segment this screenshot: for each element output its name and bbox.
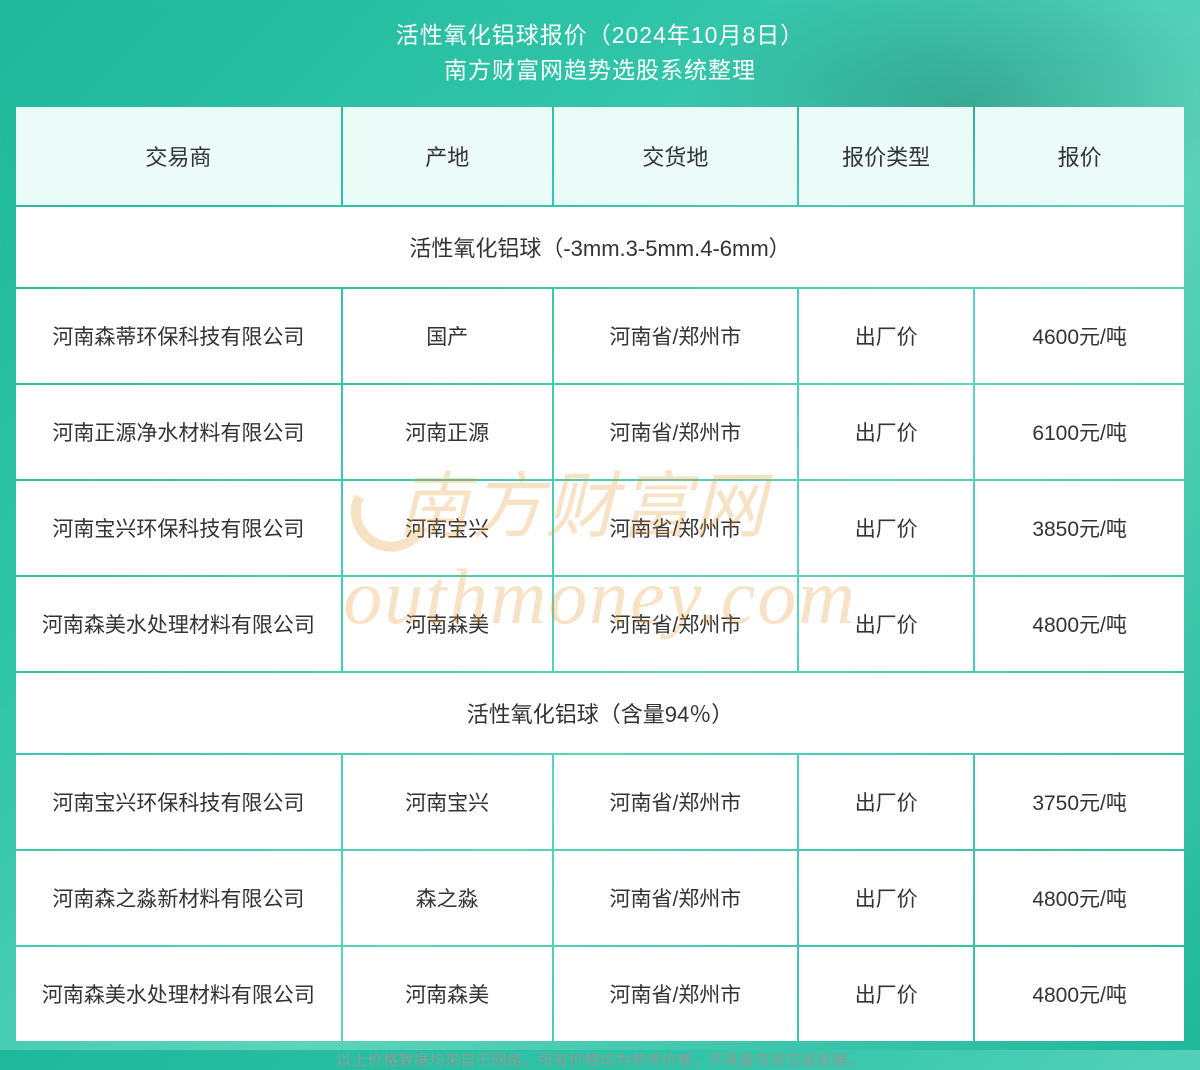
cell-type: 出厂价	[799, 577, 973, 671]
cell-dealer: 河南宝兴环保科技有限公司	[16, 481, 341, 575]
cell-type: 出厂价	[799, 947, 973, 1041]
cell-price: 6100元/吨	[975, 385, 1184, 479]
col-header-delivery: 交货地	[554, 107, 798, 205]
title-line-2: 南方财富网趋势选股系统整理	[14, 53, 1186, 88]
table-row: 河南森之淼新材料有限公司 森之淼 河南省/郑州市 出厂价 4800元/吨	[16, 851, 1184, 945]
cell-price: 4800元/吨	[975, 947, 1184, 1041]
col-header-price: 报价	[975, 107, 1184, 205]
section-heading: 活性氧化铝球（含量94％）	[16, 673, 1184, 753]
cell-dealer: 河南森美水处理材料有限公司	[16, 947, 341, 1041]
table-row: 河南宝兴环保科技有限公司 河南宝兴 河南省/郑州市 出厂价 3750元/吨	[16, 755, 1184, 849]
cell-origin: 国产	[343, 289, 552, 383]
cell-type: 出厂价	[799, 755, 973, 849]
section-heading-row: 活性氧化铝球（-3mm.3-5mm.4-6mm）	[16, 207, 1184, 287]
cell-origin: 河南宝兴	[343, 755, 552, 849]
section-heading-row: 活性氧化铝球（含量94％）	[16, 673, 1184, 753]
col-header-type: 报价类型	[799, 107, 973, 205]
title-line-1: 活性氧化铝球报价（2024年10月8日）	[14, 18, 1186, 53]
cell-delivery: 河南省/郑州市	[554, 755, 798, 849]
cell-origin: 森之淼	[343, 851, 552, 945]
cell-price: 4600元/吨	[975, 289, 1184, 383]
table-header-row: 交易商 产地 交货地 报价类型 报价	[16, 107, 1184, 205]
page-container: 活性氧化铝球报价（2024年10月8日） 南方财富网趋势选股系统整理 交易商 产…	[0, 0, 1200, 1070]
table-row: 河南森蒂环保科技有限公司 国产 河南省/郑州市 出厂价 4600元/吨	[16, 289, 1184, 383]
cell-type: 出厂价	[799, 851, 973, 945]
cell-dealer: 河南宝兴环保科技有限公司	[16, 755, 341, 849]
cell-type: 出厂价	[799, 481, 973, 575]
cell-dealer: 河南森之淼新材料有限公司	[16, 851, 341, 945]
cell-delivery: 河南省/郑州市	[554, 385, 798, 479]
col-header-origin: 产地	[343, 107, 552, 205]
cell-dealer: 河南森蒂环保科技有限公司	[16, 289, 341, 383]
cell-price: 3850元/吨	[975, 481, 1184, 575]
table-row: 河南宝兴环保科技有限公司 河南宝兴 河南省/郑州市 出厂价 3850元/吨	[16, 481, 1184, 575]
cell-dealer: 河南森美水处理材料有限公司	[16, 577, 341, 671]
cell-delivery: 河南省/郑州市	[554, 947, 798, 1041]
cell-price: 4800元/吨	[975, 577, 1184, 671]
section-heading: 活性氧化铝球（-3mm.3-5mm.4-6mm）	[16, 207, 1184, 287]
cell-origin: 河南正源	[343, 385, 552, 479]
col-header-dealer: 交易商	[16, 107, 341, 205]
table-row: 河南森美水处理材料有限公司 河南森美 河南省/郑州市 出厂价 4800元/吨	[16, 947, 1184, 1041]
title-block: 活性氧化铝球报价（2024年10月8日） 南方财富网趋势选股系统整理	[14, 18, 1186, 87]
cell-origin: 河南宝兴	[343, 481, 552, 575]
cell-type: 出厂价	[799, 385, 973, 479]
cell-price: 4800元/吨	[975, 851, 1184, 945]
footer-note: 以上价格数据均来自于网络，所有价格均为参考价格，不具备市场交易依据。	[14, 1049, 1186, 1070]
cell-delivery: 河南省/郑州市	[554, 577, 798, 671]
cell-delivery: 河南省/郑州市	[554, 851, 798, 945]
price-table: 交易商 产地 交货地 报价类型 报价 活性氧化铝球（-3mm.3-5mm.4-6…	[14, 105, 1186, 1043]
cell-dealer: 河南正源净水材料有限公司	[16, 385, 341, 479]
cell-price: 3750元/吨	[975, 755, 1184, 849]
table-body: 活性氧化铝球（-3mm.3-5mm.4-6mm） 河南森蒂环保科技有限公司 国产…	[16, 207, 1184, 1041]
cell-delivery: 河南省/郑州市	[554, 481, 798, 575]
cell-origin: 河南森美	[343, 947, 552, 1041]
cell-delivery: 河南省/郑州市	[554, 289, 798, 383]
table-row: 河南正源净水材料有限公司 河南正源 河南省/郑州市 出厂价 6100元/吨	[16, 385, 1184, 479]
cell-origin: 河南森美	[343, 577, 552, 671]
table-row: 河南森美水处理材料有限公司 河南森美 河南省/郑州市 出厂价 4800元/吨	[16, 577, 1184, 671]
cell-type: 出厂价	[799, 289, 973, 383]
